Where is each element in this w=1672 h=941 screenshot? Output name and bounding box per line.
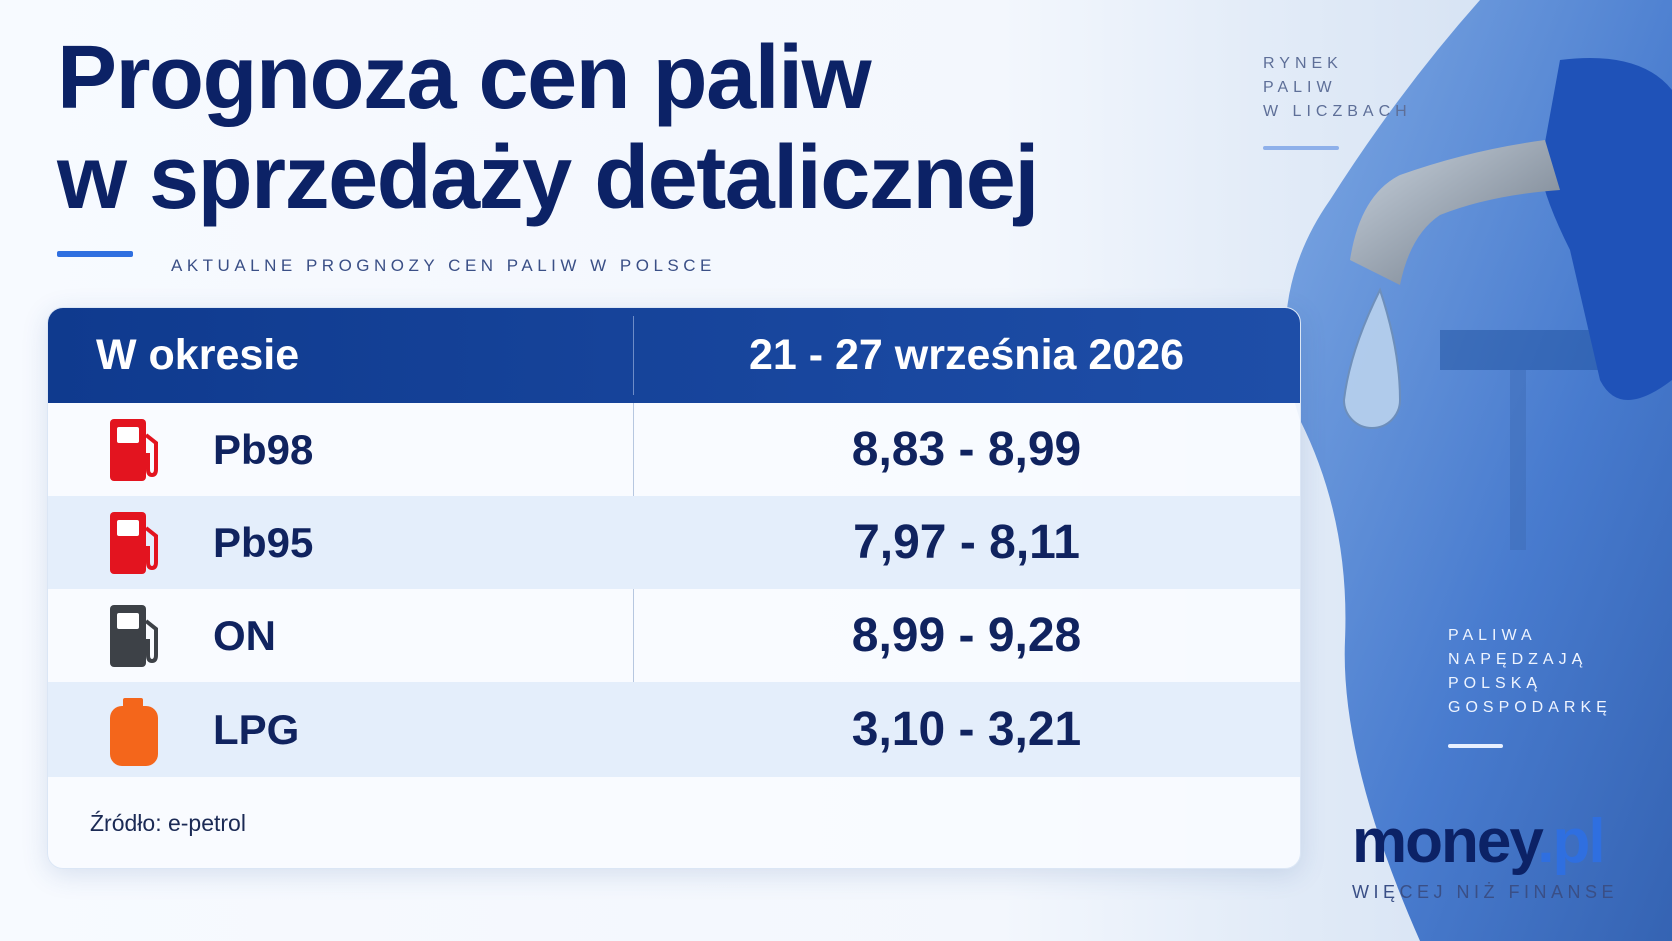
price-table: W okresie 21 - 27 września 2026 Pb98 8,8…	[47, 307, 1301, 869]
subtitle: AKTUALNE PROGNOZY CEN PALIW W POLSCE	[171, 256, 716, 275]
fuel-name: Pb98	[213, 426, 314, 473]
header-cell: W okresie	[96, 331, 300, 379]
caption-line: GOSPODARKĘ	[1448, 699, 1612, 716]
side-caption: RYNEK PALIW W LICZBACH	[1263, 52, 1412, 124]
header-divider	[633, 316, 634, 395]
logo-name: money	[1352, 807, 1539, 876]
logo-tagline: WIĘCEJ NIŻ FINANSE	[1352, 882, 1619, 902]
station-pillar	[1510, 370, 1526, 550]
caption-line: NAPĘDZAJĄ	[1448, 651, 1588, 668]
pump-handle	[1540, 58, 1672, 400]
fuel-name: ON	[213, 612, 276, 659]
title-line: Prognoza cen paliw	[57, 28, 872, 128]
pump-icon	[110, 512, 158, 574]
price-range: 8,83 - 8,99	[851, 423, 1082, 476]
table-row: ON 8,99 - 9,28	[48, 589, 1300, 682]
caption-line: POLSKĄ	[1448, 675, 1543, 692]
column-divider	[633, 403, 634, 777]
caption-line: RYNEK	[1263, 55, 1343, 72]
caption-line: W LICZBACH	[1263, 103, 1412, 120]
price-range: 8,99 - 9,28	[851, 609, 1082, 662]
header-cell: 21 - 27 września 2026	[748, 331, 1185, 379]
fuel-drop	[1342, 287, 1402, 429]
price-range: 7,97 - 8,11	[853, 516, 1080, 569]
title: Prognoza cen paliw w sprzedaży detaliczn…	[57, 28, 1039, 228]
table-row: Pb95 7,97 - 8,11	[48, 496, 1300, 589]
fuel-name: LPG	[213, 706, 300, 753]
logo: money.pl	[1352, 806, 1606, 877]
fuel-name: Pb95	[213, 519, 314, 566]
caption-line: PALIW	[1263, 79, 1337, 96]
side-caption: PALIWA NAPĘDZAJĄ POLSKĄ GOSPODARKĘ	[1448, 624, 1612, 720]
title-line: w sprzedaży detalicznej	[57, 128, 1039, 228]
caption-line: PALIWA	[1448, 627, 1537, 644]
logo-suffix: .pl	[1537, 807, 1605, 876]
table-header: W okresie 21 - 27 września 2026	[48, 308, 1300, 403]
lpg-icon	[110, 698, 158, 766]
table-row: Pb98 8,83 - 8,99	[48, 403, 1300, 496]
title-underline	[57, 251, 133, 257]
pump-nozzle	[1350, 140, 1560, 285]
source-note: Źródło: e-petrol	[90, 810, 246, 836]
price-range: 3,10 - 3,21	[851, 703, 1082, 756]
pump-icon	[110, 605, 158, 667]
table-row: LPG 3,10 - 3,21	[48, 682, 1300, 777]
pump-icon	[110, 419, 158, 481]
accent-bar	[1263, 146, 1339, 150]
accent-bar	[1448, 744, 1503, 748]
